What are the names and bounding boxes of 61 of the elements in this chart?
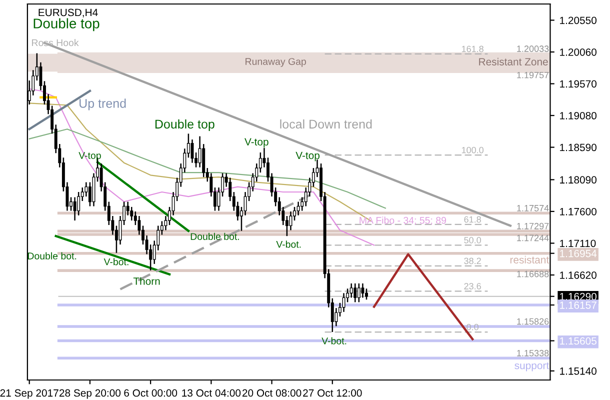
annotation: resistant: [510, 256, 550, 264]
annotation: V-top: [78, 152, 101, 161]
annotation: Double top: [155, 119, 214, 132]
candlestick: [73, 197, 76, 220]
y-tick-label: 1.15605: [560, 337, 596, 345]
annotation: V-bot.: [104, 258, 128, 266]
annotation: 100.0: [462, 146, 484, 154]
ref-line-label: 1.19757: [517, 72, 549, 78]
chart-title: EURUSD,H4: [38, 8, 98, 18]
y-tick-label: 1.20060: [560, 48, 596, 56]
annotation: Double bot.: [28, 252, 76, 260]
annotation: 50.0: [464, 236, 481, 244]
x-tick-label: 13 Oct 04:00: [182, 389, 241, 397]
y-tick-label: 1.18090: [560, 176, 596, 184]
annotation: Ross Hook: [32, 39, 79, 46]
annotation: Double top: [34, 18, 100, 32]
y-tick-label: 1.17600: [560, 208, 596, 216]
x-tick-label: 20 Oct 08:00: [242, 389, 302, 397]
y-tick-label: 1.18590: [560, 144, 596, 152]
y-tick-label: 1.15140: [560, 367, 596, 375]
y-tick-label: 1.17110: [560, 240, 596, 248]
y-tick-label: 1.19080: [560, 112, 596, 120]
annotation: V-bot.: [322, 337, 346, 344]
candlestick: [354, 283, 357, 302]
annotation: 0.0: [466, 324, 478, 330]
annotation: V-top: [244, 138, 268, 148]
annotation: support: [514, 362, 550, 372]
candlestick: [357, 283, 360, 302]
candlestick: [350, 283, 353, 298]
annotation: 161.8: [462, 46, 484, 52]
band-label: Resistant Zone: [479, 58, 548, 66]
ref-line-label: 1.15338: [517, 350, 549, 356]
y-tick-label: 1.16157: [560, 301, 596, 309]
y-tick-label: 1.16620: [560, 271, 596, 279]
x-tick-label: 21 Sep 2017: [0, 389, 58, 399]
ref-line-label: 1.20033: [517, 46, 549, 52]
annotation: 38.2: [464, 258, 481, 264]
annotation: local Down trend: [280, 119, 372, 129]
ref-line-label: 1.17244: [517, 234, 549, 242]
annotation: MA Fibo - 34; 55; 89: [360, 216, 446, 225]
candlestick: [361, 283, 364, 298]
annotation: V-top: [296, 152, 320, 162]
annotation: Double bot.: [190, 232, 239, 240]
y-tick-label: 1.19570: [560, 80, 596, 88]
x-tick-label: 28 Sep 20:00: [59, 389, 121, 399]
y-tick-label: 1.16954: [560, 250, 597, 258]
ref-line-label: 1.17574: [517, 205, 549, 212]
annotation: Up trend: [80, 98, 126, 110]
y-tick-label: 1.16290: [560, 292, 596, 300]
ref-line-label: 1.17297: [517, 222, 549, 230]
ref-line-label: 1.16688: [517, 270, 549, 278]
annotation: 61.8: [464, 216, 481, 223]
ref-line-label: 1.15826: [517, 318, 549, 325]
line-series: [28, 88, 375, 246]
annotation: 23.6: [464, 283, 481, 290]
annotation: Thorn: [133, 277, 160, 285]
annotation: V-bot.: [276, 240, 301, 248]
x-tick-label: 6 Oct 00:00: [124, 389, 178, 397]
x-tick-label: 27 Oct 12:00: [303, 389, 362, 397]
annotation: Runaway Gap: [246, 58, 306, 67]
y-tick-label: 1.20550: [560, 16, 596, 24]
